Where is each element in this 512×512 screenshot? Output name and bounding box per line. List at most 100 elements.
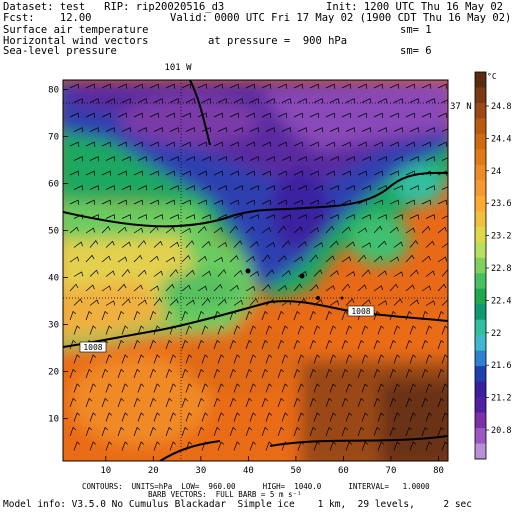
wind-barb	[373, 339, 381, 350]
wind-barb	[405, 254, 415, 263]
wind-barb	[345, 383, 353, 393]
wind-barb	[101, 112, 112, 118]
wind-barb	[425, 270, 435, 277]
wind-barb	[85, 170, 96, 176]
wind-barb	[437, 339, 445, 350]
wind-barb	[245, 310, 253, 321]
wind-barb	[437, 199, 448, 205]
wind-barb	[149, 170, 160, 176]
wind-barb	[437, 141, 448, 147]
wind-barb	[85, 141, 96, 147]
x-tick-label: 10	[100, 466, 111, 476]
wind-barb	[341, 112, 352, 118]
wind-barb	[181, 254, 191, 263]
colorbar-swatch	[475, 319, 486, 336]
wind-barb	[345, 156, 356, 162]
wind-barb	[309, 397, 317, 408]
wind-barb	[149, 199, 160, 205]
wind-barb	[117, 397, 125, 408]
wind-barb	[389, 112, 400, 118]
colorbar-frame	[474, 71, 487, 460]
wind-barb	[217, 383, 225, 393]
wind-barb	[341, 256, 352, 263]
x-tick-label: 40	[243, 466, 254, 476]
wind-barb	[345, 98, 356, 104]
wind-barb	[201, 383, 209, 393]
lat-lon-lines	[63, 80, 448, 461]
wind-barb	[197, 426, 205, 437]
wind-barb	[197, 170, 208, 176]
wind-barb	[101, 225, 111, 234]
wind-barb	[197, 112, 208, 118]
wind-barb	[229, 368, 237, 379]
wind-barb	[197, 255, 207, 263]
wind-barb	[165, 112, 176, 118]
wind-barb	[185, 383, 193, 393]
wind-barb	[377, 98, 388, 104]
colorbar-label: 23.2	[491, 232, 511, 242]
wind-barb	[233, 441, 241, 451]
wind-barb	[185, 325, 193, 335]
wind-barb	[121, 325, 129, 335]
wind-barb	[165, 83, 176, 89]
wind-barb	[421, 225, 431, 234]
wind-barb	[213, 170, 224, 176]
wind-barb	[297, 412, 305, 422]
wind-barb	[409, 412, 417, 422]
wind-barb	[101, 368, 109, 379]
colorbar-swatch	[475, 366, 486, 383]
wind-barb	[281, 185, 292, 191]
wind-barb	[329, 127, 340, 133]
wind-barb	[293, 339, 301, 350]
wind-barb	[249, 354, 257, 364]
wind-barb	[377, 300, 388, 306]
wind-barb	[361, 299, 371, 306]
wind-barb	[373, 225, 383, 234]
wind-barb	[105, 127, 116, 133]
wind-barb	[153, 185, 164, 191]
wind-barb	[245, 256, 255, 263]
wind-barb	[233, 412, 241, 422]
wind-barb	[377, 383, 385, 393]
wind-barb	[85, 368, 93, 379]
wind-barb	[325, 199, 336, 205]
wind-barb	[249, 241, 259, 248]
wind-barb	[297, 354, 305, 364]
wind-barb	[265, 98, 276, 104]
wind-barb	[309, 83, 320, 89]
wind-barb	[293, 199, 304, 205]
wind-barb	[73, 98, 84, 104]
wind-barb	[425, 240, 435, 248]
wind-barb	[101, 83, 112, 89]
wind-barb	[393, 441, 401, 451]
wind-barb	[117, 199, 128, 205]
wind-barb	[185, 214, 196, 220]
wind-barb	[421, 112, 432, 118]
wind-barb	[329, 156, 340, 162]
wind-barb	[213, 368, 221, 379]
colorbar-label: 22	[491, 329, 501, 339]
wind-barb	[117, 141, 128, 147]
wind-barb	[197, 83, 208, 89]
wind-barb	[121, 241, 131, 248]
wind-barb	[341, 310, 349, 321]
colorbar-swatch	[475, 242, 486, 259]
wind-barb	[185, 412, 193, 422]
wind-barb	[249, 383, 257, 393]
y-tick-label: 20	[48, 368, 59, 378]
wind-barb	[229, 225, 239, 234]
wind-barb	[69, 141, 80, 147]
wind-barb	[421, 83, 432, 89]
wind-barb	[69, 170, 80, 176]
wind-barb	[89, 441, 97, 451]
wind-barb	[309, 426, 317, 437]
colorbar-swatch	[475, 273, 486, 290]
wind-barb	[213, 199, 224, 205]
wind-barb	[341, 426, 349, 437]
wind-barb	[201, 298, 211, 306]
wind-barb	[357, 170, 368, 176]
wind-barb	[233, 156, 244, 162]
wind-barb	[389, 426, 397, 437]
wind-barb	[281, 98, 292, 104]
